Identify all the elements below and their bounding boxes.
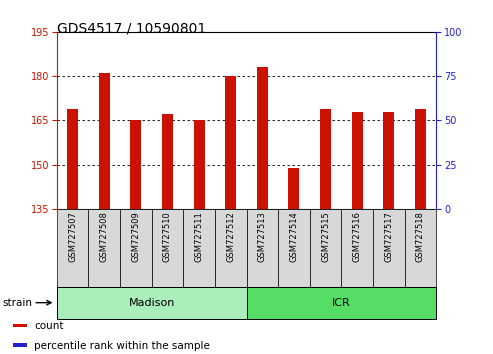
Text: GSM727518: GSM727518 <box>416 211 425 262</box>
FancyBboxPatch shape <box>405 209 436 287</box>
FancyBboxPatch shape <box>57 209 88 287</box>
Bar <box>13 324 27 327</box>
Text: GSM727508: GSM727508 <box>100 211 108 262</box>
Bar <box>99 73 109 209</box>
FancyBboxPatch shape <box>246 287 436 319</box>
Text: GSM727510: GSM727510 <box>163 211 172 262</box>
Bar <box>225 76 236 209</box>
FancyBboxPatch shape <box>183 209 215 287</box>
Text: GSM727514: GSM727514 <box>289 211 298 262</box>
FancyBboxPatch shape <box>310 209 341 287</box>
Text: GSM727515: GSM727515 <box>321 211 330 262</box>
Bar <box>320 109 331 209</box>
Text: GSM727511: GSM727511 <box>195 211 204 262</box>
Text: GSM727517: GSM727517 <box>385 211 393 262</box>
Text: GSM727513: GSM727513 <box>258 211 267 262</box>
FancyBboxPatch shape <box>341 209 373 287</box>
Bar <box>415 109 426 209</box>
Bar <box>384 112 394 209</box>
Bar <box>13 343 27 347</box>
Text: Madison: Madison <box>128 298 175 308</box>
FancyBboxPatch shape <box>246 209 278 287</box>
FancyBboxPatch shape <box>215 209 246 287</box>
Text: ICR: ICR <box>332 298 351 308</box>
Bar <box>352 112 363 209</box>
Text: percentile rank within the sample: percentile rank within the sample <box>34 341 210 351</box>
Text: GSM727509: GSM727509 <box>131 211 141 262</box>
Text: GDS4517 / 10590801: GDS4517 / 10590801 <box>57 21 206 35</box>
Bar <box>194 120 205 209</box>
Text: count: count <box>34 321 64 331</box>
FancyBboxPatch shape <box>152 209 183 287</box>
Text: GSM727507: GSM727507 <box>68 211 77 262</box>
FancyBboxPatch shape <box>88 209 120 287</box>
Bar <box>288 167 299 209</box>
Bar <box>67 109 78 209</box>
Bar <box>162 114 173 209</box>
FancyBboxPatch shape <box>373 209 405 287</box>
Bar <box>257 67 268 209</box>
Text: GSM727516: GSM727516 <box>352 211 362 262</box>
FancyBboxPatch shape <box>278 209 310 287</box>
FancyBboxPatch shape <box>57 287 246 319</box>
Text: strain: strain <box>2 298 33 308</box>
FancyBboxPatch shape <box>120 209 152 287</box>
Bar <box>130 120 141 209</box>
Text: GSM727512: GSM727512 <box>226 211 235 262</box>
